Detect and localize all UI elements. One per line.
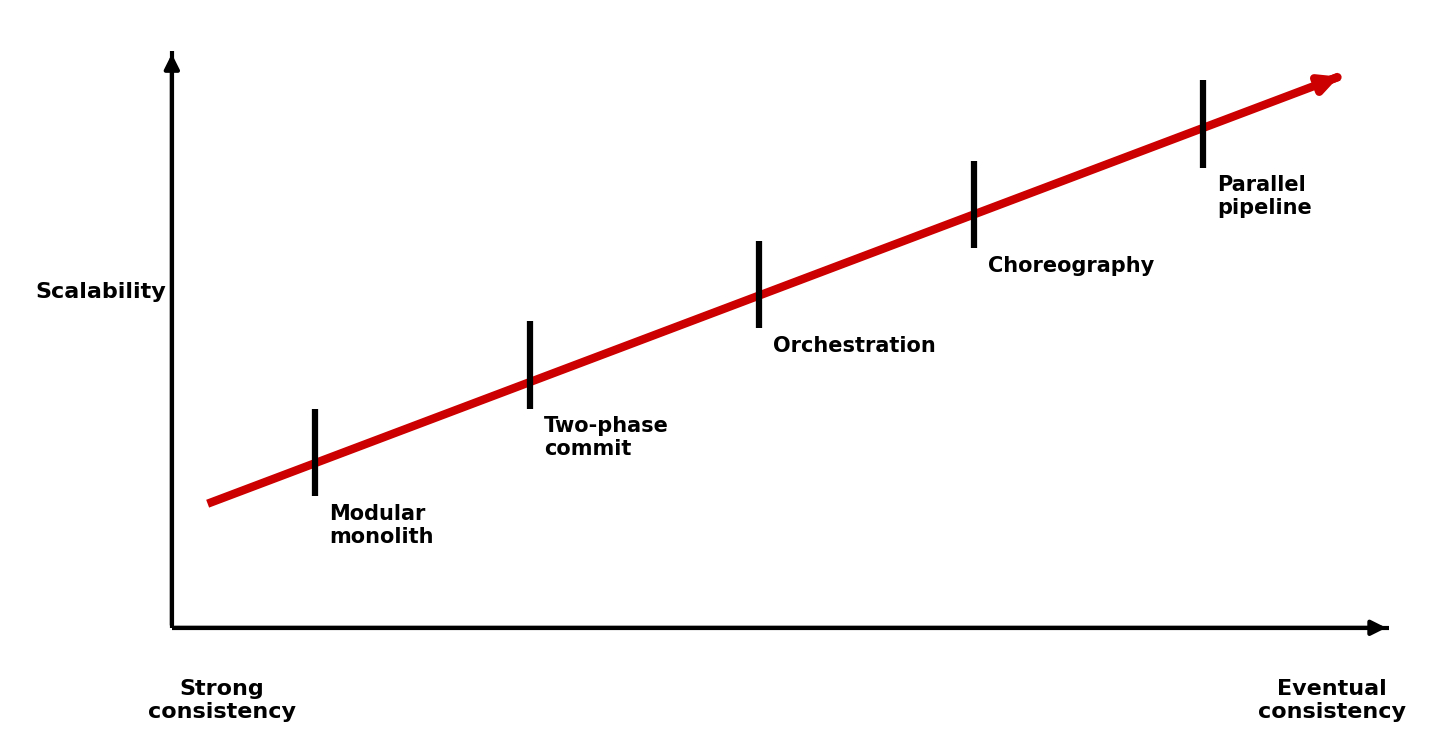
Text: Two-phase
commit: Two-phase commit — [544, 416, 669, 459]
Text: Orchestration: Orchestration — [773, 336, 937, 356]
Text: Choreography: Choreography — [988, 255, 1154, 275]
Text: Strong
consistency: Strong consistency — [147, 679, 296, 723]
Text: Eventual
consistency: Eventual consistency — [1257, 679, 1406, 723]
Text: Parallel
pipeline: Parallel pipeline — [1217, 175, 1312, 218]
Text: Modular
monolith: Modular monolith — [329, 504, 434, 547]
Text: Scalability: Scalability — [36, 282, 166, 302]
